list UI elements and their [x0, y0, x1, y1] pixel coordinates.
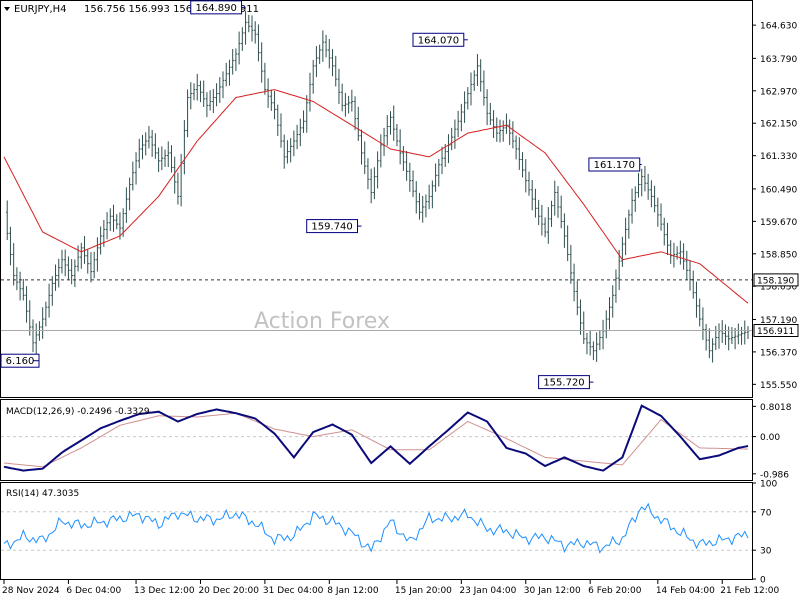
moving-average-line — [3, 89, 749, 304]
rsi-panel-frame — [0, 482, 753, 580]
y-tick-label: 162.970 — [760, 87, 797, 97]
watermark: Action Forex — [254, 309, 390, 334]
y-tick-label: 70 — [760, 508, 772, 518]
x-tick-label: 13 Dec 12:00 — [134, 586, 195, 596]
header-ohlc: 156.756 156.993 156.731 156.911 — [84, 4, 259, 15]
axis-value-box — [753, 273, 799, 287]
y-tick-label: 160.490 — [760, 185, 797, 195]
macd-signal-line — [3, 412, 749, 468]
price-annotation-label: 164.890 — [195, 3, 236, 14]
y-tick-label: 158.850 — [760, 250, 797, 260]
x-tick-label: 30 Jan 12:00 — [524, 586, 581, 596]
price-annotation-label: 161.170 — [594, 160, 635, 171]
y-tick-label: 0.00 — [760, 433, 780, 443]
y-tick-label: -0.986 — [760, 470, 789, 480]
y-tick-label: 100 — [760, 480, 777, 490]
y-tick-label: 30 — [760, 547, 772, 557]
macd-layer — [1, 404, 752, 472]
x-tick-label: 23 Jan 04:00 — [459, 586, 516, 596]
macd-line — [3, 404, 749, 472]
x-tick-label: 31 Dec 04:00 — [263, 586, 324, 596]
price-annotation-box — [306, 219, 359, 234]
rsi-layer — [1, 502, 752, 554]
y-tick-label: 158.030 — [760, 283, 797, 293]
y-tick-label: 163.790 — [760, 55, 797, 65]
y-tick-label: 164.630 — [760, 22, 797, 32]
y-tick-label: 155.550 — [760, 381, 797, 391]
axis-value-box — [753, 323, 799, 337]
x-tick-label: 6 Dec 04:00 — [66, 586, 121, 596]
price-annotation-label: 6.160 — [6, 356, 35, 367]
price-layer: 164.890 164.070 159.740 161.170 155.720 6.160 — [0, 0, 752, 390]
price-panel-frame — [0, 0, 753, 398]
y-tick-label: 157.190 — [760, 316, 797, 326]
y-tick-label: 0.8018 — [760, 403, 792, 413]
price-annotation-label: 159.740 — [311, 222, 352, 233]
header-dropdown-icon — [4, 7, 10, 11]
x-tick-label: 28 Nov 2024 — [2, 586, 60, 596]
y-tick-label: 161.330 — [760, 152, 797, 162]
x-tick-label: 21 Feb 12:00 — [720, 586, 779, 596]
x-tick-label: 20 Dec 20:00 — [198, 586, 259, 596]
macd-title: MACD(12,26,9) -0.2496 -0.3329 — [6, 407, 150, 417]
header-symbol: EURJPY,H4 — [14, 4, 67, 15]
y-tick-label: 159.670 — [760, 218, 797, 228]
price-annotation-label: 155.720 — [543, 378, 584, 389]
axis-value-label: 156.911 — [757, 327, 794, 337]
rsi-title: RSI(14) 47.3035 — [6, 489, 79, 499]
y-tick-label: 162.150 — [760, 120, 797, 130]
axis-layer: 164.630 163.790 162.970 162.150 161.330 160.4… — [2, 22, 799, 596]
x-tick-label: 15 Jan 20:00 — [395, 586, 452, 596]
rsi-line — [3, 502, 749, 554]
axis-value-label: 158.190 — [757, 276, 794, 286]
y-tick-label: 156.370 — [760, 348, 797, 358]
macd-panel-frame — [0, 399, 753, 481]
y-tick-label: 0 — [760, 576, 766, 586]
price-annotation-label: 164.070 — [418, 35, 459, 46]
x-tick-label: 14 Feb 04:00 — [656, 586, 715, 596]
x-tick-label: 6 Feb 20:00 — [588, 586, 642, 596]
x-tick-label: 8 Jan 12:00 — [327, 586, 379, 596]
